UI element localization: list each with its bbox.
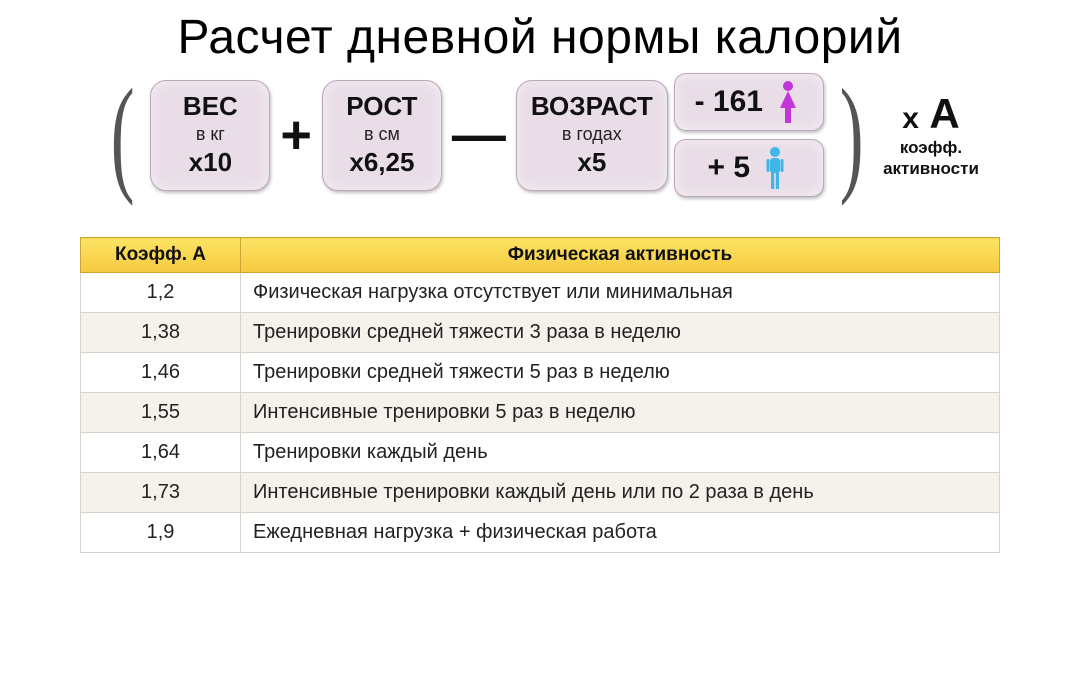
- desc-cell: Тренировки каждый день: [241, 433, 1000, 473]
- infographic-container: Расчет дневной нормы калорий ( ВЕС в кг …: [0, 0, 1080, 553]
- coefficient-block: x A коэфф. активности: [883, 91, 979, 179]
- coeff-cell: 1,46: [81, 353, 241, 393]
- table-header-coeff: Коэфф. А: [81, 238, 241, 273]
- desc-cell: Тренировки средней тяжести 3 раза в неде…: [241, 313, 1000, 353]
- height-mult: x6,25: [337, 147, 427, 178]
- coefficient-a: A: [929, 90, 959, 137]
- desc-cell: Интенсивные тренировки каждый день или п…: [241, 473, 1000, 513]
- page-title: Расчет дневной нормы калорий: [40, 10, 1040, 65]
- operator-minus: —: [448, 104, 510, 166]
- formula-row: ( ВЕС в кг x10 + РОСТ в см x6,25 — ВОЗРА…: [40, 73, 1040, 197]
- male-value: + 5: [707, 151, 750, 185]
- age-mult: x5: [531, 147, 653, 178]
- height-unit: в см: [337, 124, 427, 145]
- table-row: 1,38Тренировки средней тяжести 3 раза в …: [81, 313, 1000, 353]
- age-card: ВОЗРАСТ в годах x5: [516, 80, 668, 191]
- coefficient-sub1: коэфф.: [883, 139, 979, 158]
- coefficient-sub2: активности: [883, 160, 979, 179]
- table-row: 1,2Физическая нагрузка отсутствует или м…: [81, 273, 1000, 313]
- female-card: - 161: [674, 73, 824, 131]
- desc-cell: Ежедневная нагрузка + физическая работа: [241, 513, 1000, 553]
- coeff-cell: 1,9: [81, 513, 241, 553]
- desc-cell: Тренировки средней тяжести 5 раз в недел…: [241, 353, 1000, 393]
- coeff-cell: 1,55: [81, 393, 241, 433]
- coeff-cell: 1,2: [81, 273, 241, 313]
- table-header-activity: Физическая активность: [241, 238, 1000, 273]
- mult-sign: x: [902, 102, 919, 135]
- female-value: - 161: [695, 85, 763, 119]
- table-row: 1,55Интенсивные тренировки 5 раз в недел…: [81, 393, 1000, 433]
- table-row: 1,9Ежедневная нагрузка + физическая рабо…: [81, 513, 1000, 553]
- coeff-cell: 1,73: [81, 473, 241, 513]
- table-row: 1,46Тренировки средней тяжести 5 раз в н…: [81, 353, 1000, 393]
- desc-cell: Интенсивные тренировки 5 раз в неделю: [241, 393, 1000, 433]
- weight-label: ВЕС: [165, 91, 255, 122]
- age-unit: в годах: [531, 124, 653, 145]
- coeff-cell: 1,64: [81, 433, 241, 473]
- weight-unit: в кг: [165, 124, 255, 145]
- gender-column: - 161 + 5: [674, 73, 824, 197]
- height-card: РОСТ в см x6,25: [322, 80, 442, 191]
- weight-mult: x10: [165, 147, 255, 178]
- operator-plus: +: [276, 104, 316, 166]
- male-icon: [760, 146, 790, 190]
- paren-open: (: [111, 83, 135, 187]
- age-label: ВОЗРАСТ: [531, 91, 653, 122]
- female-icon: [773, 80, 803, 124]
- male-card: + 5: [674, 139, 824, 197]
- activity-table: Коэфф. А Физическая активность 1,2Физиче…: [80, 237, 1000, 553]
- desc-cell: Физическая нагрузка отсутствует или мини…: [241, 273, 1000, 313]
- height-label: РОСТ: [337, 91, 427, 122]
- table-row: 1,73Интенсивные тренировки каждый день и…: [81, 473, 1000, 513]
- coeff-cell: 1,38: [81, 313, 241, 353]
- weight-card: ВЕС в кг x10: [150, 80, 270, 191]
- table-row: 1,64Тренировки каждый день: [81, 433, 1000, 473]
- paren-close: ): [840, 83, 864, 187]
